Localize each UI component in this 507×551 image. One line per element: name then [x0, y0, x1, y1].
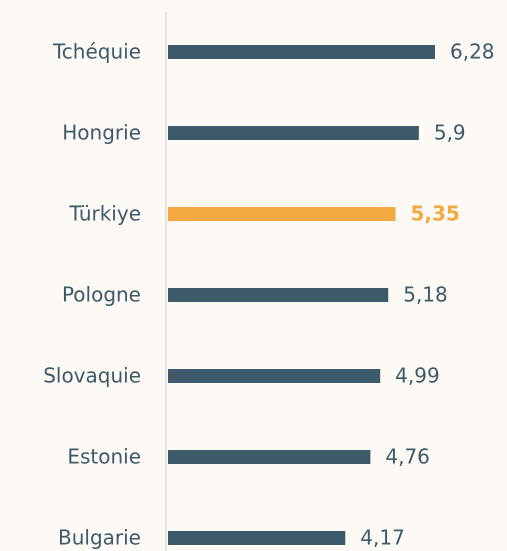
category-label: Tchéquie	[52, 40, 141, 64]
bar	[168, 531, 346, 545]
value-label: 5,35	[410, 202, 459, 226]
value-label: 4,99	[395, 364, 440, 388]
bar	[168, 369, 381, 383]
bar	[168, 450, 371, 464]
value-label: 5,9	[434, 121, 466, 145]
value-label: 5,18	[403, 283, 448, 307]
value-label: 4,76	[385, 445, 430, 469]
category-label: Hongrie	[62, 121, 141, 145]
bar	[168, 126, 419, 140]
bar	[168, 207, 396, 221]
bar	[168, 45, 435, 59]
value-label: 4,17	[360, 526, 405, 550]
bar	[168, 288, 389, 302]
category-label: Bulgarie	[58, 526, 141, 550]
category-label: Pologne	[62, 283, 141, 307]
category-label: Türkiye	[68, 202, 141, 226]
category-label: Slovaquie	[43, 364, 141, 388]
value-label: 6,28	[450, 40, 495, 64]
category-label: Estonie	[67, 445, 141, 469]
